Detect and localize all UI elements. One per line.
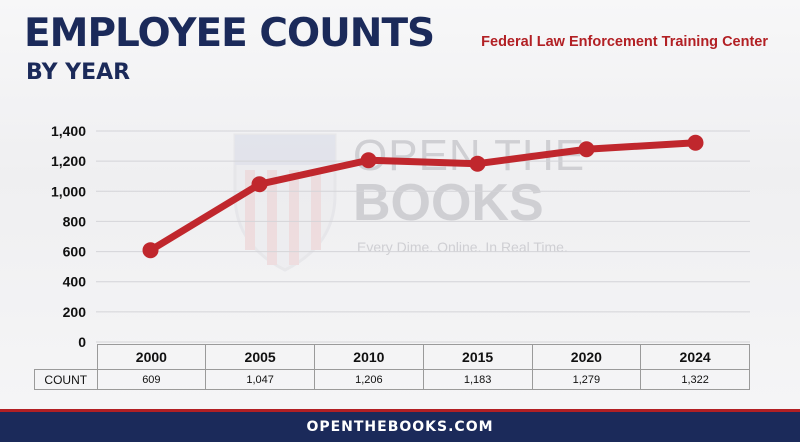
table-value-5: 1,322 bbox=[640, 369, 750, 390]
data-point bbox=[251, 176, 268, 193]
data-point bbox=[469, 155, 486, 172]
table-value-3: 1,183 bbox=[422, 369, 533, 390]
y-axis-ticks: 0 200 400 600 800 1,000 1,200 1,400 bbox=[51, 123, 86, 350]
shield-logo-icon bbox=[233, 133, 337, 272]
table-year-1: 2005 bbox=[205, 344, 315, 370]
table-year-2: 2010 bbox=[314, 344, 424, 370]
chart-title: EMPLOYEE COUNTS bbox=[24, 11, 435, 56]
series-line-path bbox=[147, 139, 699, 254]
data-point bbox=[142, 242, 159, 259]
y-tick-label: 800 bbox=[63, 213, 87, 229]
y-tick-label: 1,200 bbox=[51, 153, 86, 169]
chart-subtitle: BY YEAR bbox=[26, 60, 131, 85]
table-year-4: 2020 bbox=[531, 344, 642, 370]
table-year-0: 2000 bbox=[96, 344, 207, 370]
data-point bbox=[687, 134, 704, 151]
series-line bbox=[147, 139, 699, 254]
table-value-0: 609 bbox=[96, 369, 207, 390]
table-value-1: 1,047 bbox=[205, 369, 315, 390]
y-tick-label: 600 bbox=[63, 244, 87, 260]
gridlines bbox=[96, 130, 750, 343]
table-row: COUNT 609 1,047 1,206 1,183 1,279 1,322 bbox=[34, 369, 750, 390]
watermark-tagline: Every Dime. Online. In Real Time. bbox=[357, 239, 568, 255]
data-table: 2000 2005 2010 2015 2020 2024 COUNT 609 … bbox=[34, 344, 750, 390]
table-row-label: COUNT bbox=[34, 369, 98, 390]
data-point bbox=[360, 152, 377, 169]
y-tick-label: 200 bbox=[63, 304, 87, 320]
y-tick-label: 0 bbox=[78, 334, 86, 350]
table-value-4: 1,279 bbox=[531, 369, 642, 390]
table-year-3: 2015 bbox=[422, 344, 533, 370]
table-corner bbox=[34, 344, 98, 370]
watermark-line2: BOOKS bbox=[353, 174, 544, 232]
y-tick-label: 1,000 bbox=[51, 183, 86, 199]
data-point bbox=[578, 141, 595, 158]
footer-url[interactable]: OPENTHEBOOKS.COM bbox=[0, 409, 800, 442]
table-value-2: 1,206 bbox=[314, 369, 424, 390]
y-tick-label: 400 bbox=[63, 274, 87, 290]
table-year-5: 2024 bbox=[640, 344, 750, 370]
agency-name: Federal Law Enforcement Training Center bbox=[481, 34, 768, 50]
watermark: OPEN THE BOOKS Every Dime. Online. In Re… bbox=[225, 125, 585, 275]
data-points bbox=[142, 134, 704, 259]
y-tick-label: 1,400 bbox=[51, 123, 86, 139]
table-header-row: 2000 2005 2010 2015 2020 2024 bbox=[34, 344, 750, 370]
